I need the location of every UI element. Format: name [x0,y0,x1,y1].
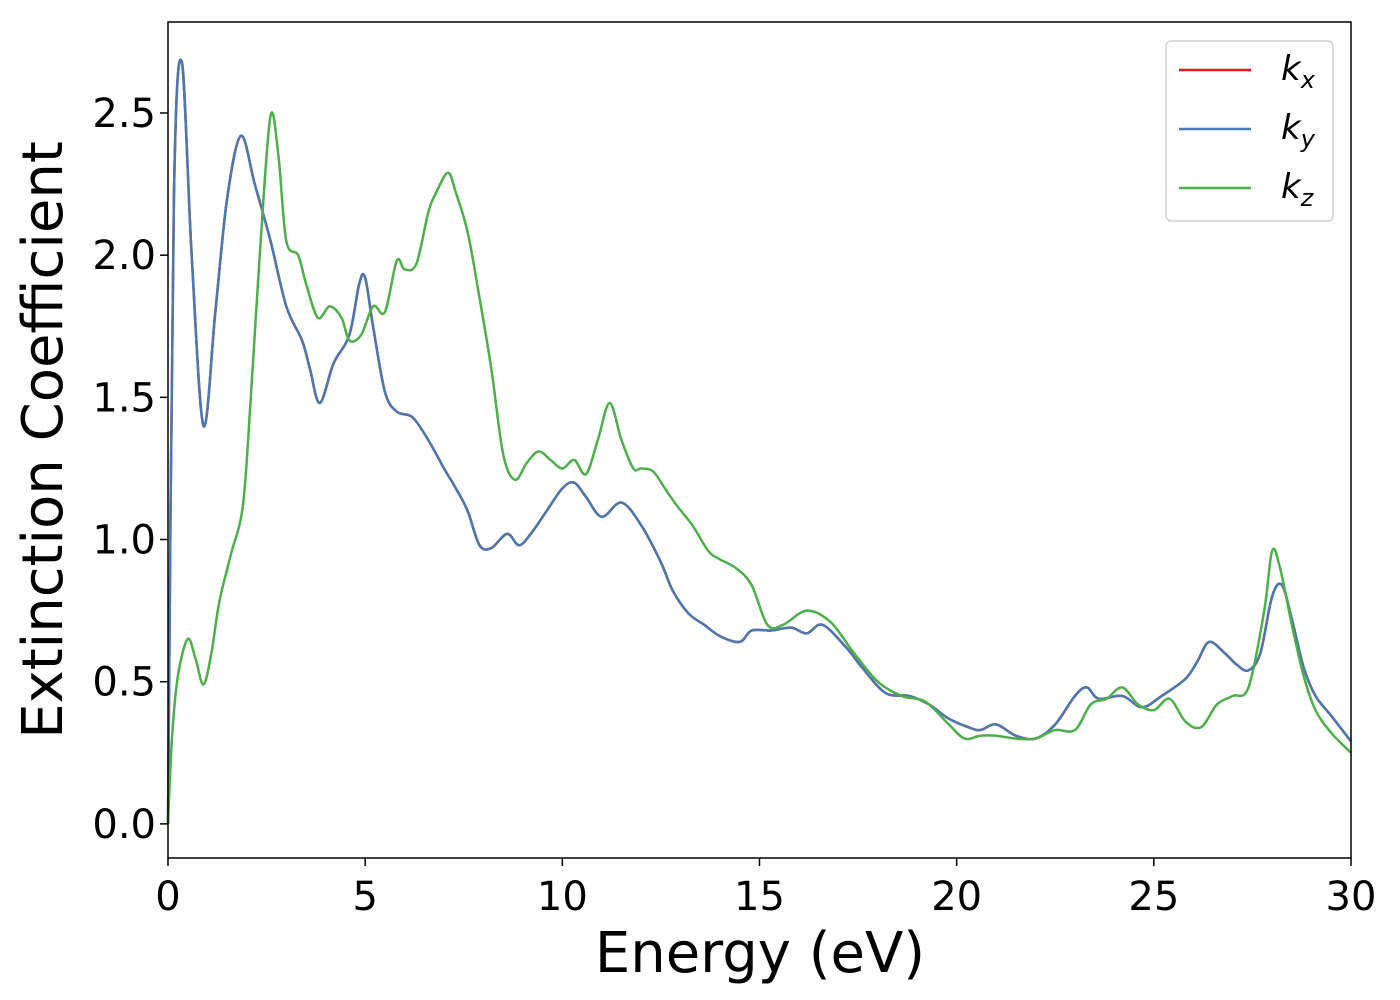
y-tick-label: 0.0 [92,802,156,848]
x-tick-label: 30 [1326,874,1377,920]
legend-label-ky: ky [1281,108,1316,153]
y-tick-label: 2.0 [92,233,156,279]
legend-label-kz: kz [1281,167,1315,212]
x-tick-label: 5 [352,874,377,920]
y-tick-label: 2.5 [92,91,156,137]
series-line-ky [166,58,1352,824]
y-tick-label: 1.5 [92,375,156,421]
legend-label-kx: kx [1281,49,1316,94]
legend: kx ky kz [1165,40,1334,222]
x-tick-label: 15 [734,874,785,920]
y-axis-label: Extinction Coefficient [11,141,76,739]
x-tick-label: 25 [1128,874,1179,920]
x-tick-label: 20 [931,874,982,920]
x-axis-ticks: 0 5 10 15 20 25 30 [155,858,1376,920]
series-line-kz [166,111,1352,824]
x-tick-label: 10 [537,874,588,920]
y-tick-label: 0.5 [92,660,156,706]
plot-lines [166,58,1352,824]
legend-box [1165,40,1334,222]
x-tick-label: 0 [155,874,180,920]
legend-entries: kx ky kz [1179,49,1316,212]
y-tick-label: 1.0 [92,518,156,564]
y-axis-ticks: 0.0 0.5 1.0 1.5 2.0 2.5 [92,91,168,848]
x-axis-label: Energy (eV) [595,921,925,986]
